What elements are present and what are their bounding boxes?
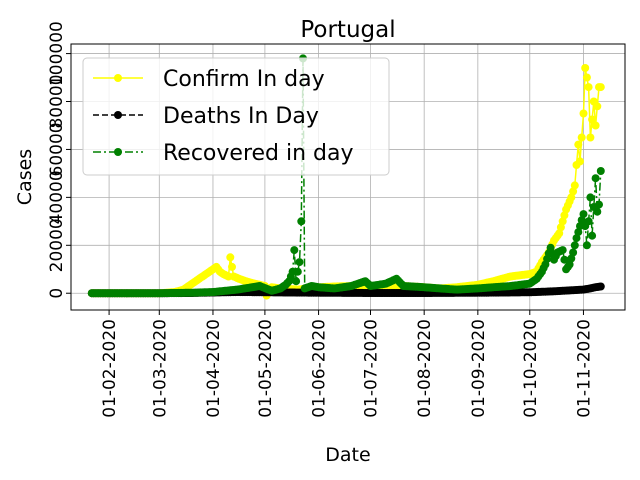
data-point: [292, 277, 301, 286]
data-point: [572, 234, 581, 243]
data-point: [293, 267, 302, 276]
data-point: [581, 64, 590, 72]
x-tick-label: 01-09-2020: [469, 319, 489, 418]
data-point: [565, 260, 574, 269]
data-point: [228, 262, 236, 271]
data-point: [546, 243, 555, 252]
data-point: [558, 246, 567, 255]
y-tick-label: 40000: [47, 170, 67, 224]
plot-frame: [70, 43, 626, 311]
legend-frame: [82, 57, 390, 176]
legend-marker: [114, 111, 122, 119]
data-point: [290, 246, 299, 255]
data-point: [579, 109, 588, 118]
legend-label: Recovered in day: [163, 141, 354, 166]
data-point: [588, 231, 597, 240]
data-series: [87, 54, 605, 300]
data-point: [596, 167, 605, 175]
data-point: [569, 248, 578, 257]
data-point: [297, 217, 306, 226]
data-point: [577, 133, 586, 142]
data-point: [593, 102, 602, 111]
y-tick-label: 20000: [47, 218, 67, 272]
legend-label: Deaths In Day: [163, 104, 319, 129]
x-axis-label: Date: [325, 444, 370, 466]
data-point: [591, 121, 600, 130]
x-tick-label: 01-08-2020: [415, 319, 435, 418]
x-tick-label: 01-11-2020: [574, 319, 594, 418]
x-tick-label: 01-02-2020: [100, 319, 120, 418]
data-point: [569, 187, 578, 196]
data-point: [596, 282, 605, 291]
data-point: [596, 83, 605, 92]
legend-entry: Confirm In day: [93, 67, 325, 92]
data-point: [586, 133, 595, 142]
legend-marker: [114, 148, 122, 156]
data-point: [574, 140, 583, 149]
series-recovered-in-day: [87, 54, 605, 298]
data-point: [577, 216, 586, 225]
legend-marker: [114, 74, 122, 82]
chart-title: Portugal: [300, 17, 395, 43]
data-point: [570, 241, 579, 250]
y-axis-label: Cases: [14, 149, 36, 205]
data-point: [295, 258, 304, 267]
data-point: [582, 241, 591, 250]
y-tick-label: 0: [47, 288, 67, 299]
data-point: [579, 210, 588, 219]
data-point: [593, 207, 602, 216]
legend: Confirm In day Deaths In Day Recovered in …: [82, 57, 390, 176]
data-point: [584, 217, 593, 226]
x-tick-label: 01-06-2020: [310, 319, 330, 418]
x-tick-label: 01-07-2020: [362, 319, 382, 418]
data-point: [574, 228, 583, 237]
data-point: [570, 181, 579, 190]
data-point: [567, 193, 576, 202]
x-tick-label: 01-04-2020: [204, 319, 224, 418]
data-point: [567, 254, 576, 263]
x-tick-label: 01-10-2020: [521, 319, 541, 418]
data-point: [588, 115, 597, 124]
data-point: [576, 157, 584, 166]
data-point: [586, 193, 595, 202]
data-point: [582, 73, 591, 82]
data-point: [558, 217, 567, 226]
x-tick-label: 01-03-2020: [150, 319, 170, 418]
data-point: [226, 253, 235, 262]
y-tick-label: 60000: [47, 122, 67, 176]
legend-label: Confirm In day: [163, 67, 325, 92]
data-point: [591, 174, 600, 183]
data-point: [556, 223, 565, 232]
y-tick-label: 80000: [47, 74, 67, 128]
x-tick-label: 01-05-2020: [256, 319, 276, 418]
legend-entry: Recovered in day: [93, 141, 354, 166]
legend-entry: Deaths In Day: [93, 104, 319, 129]
x-axis-ticks: 01-02-2020 01-03-2020 01-04-2020 01-05-2020…: [100, 310, 594, 418]
data-point: [555, 229, 564, 238]
data-point: [595, 200, 603, 209]
y-tick-label: 100000: [47, 21, 67, 86]
data-point: [584, 83, 593, 92]
data-point: [560, 255, 569, 264]
